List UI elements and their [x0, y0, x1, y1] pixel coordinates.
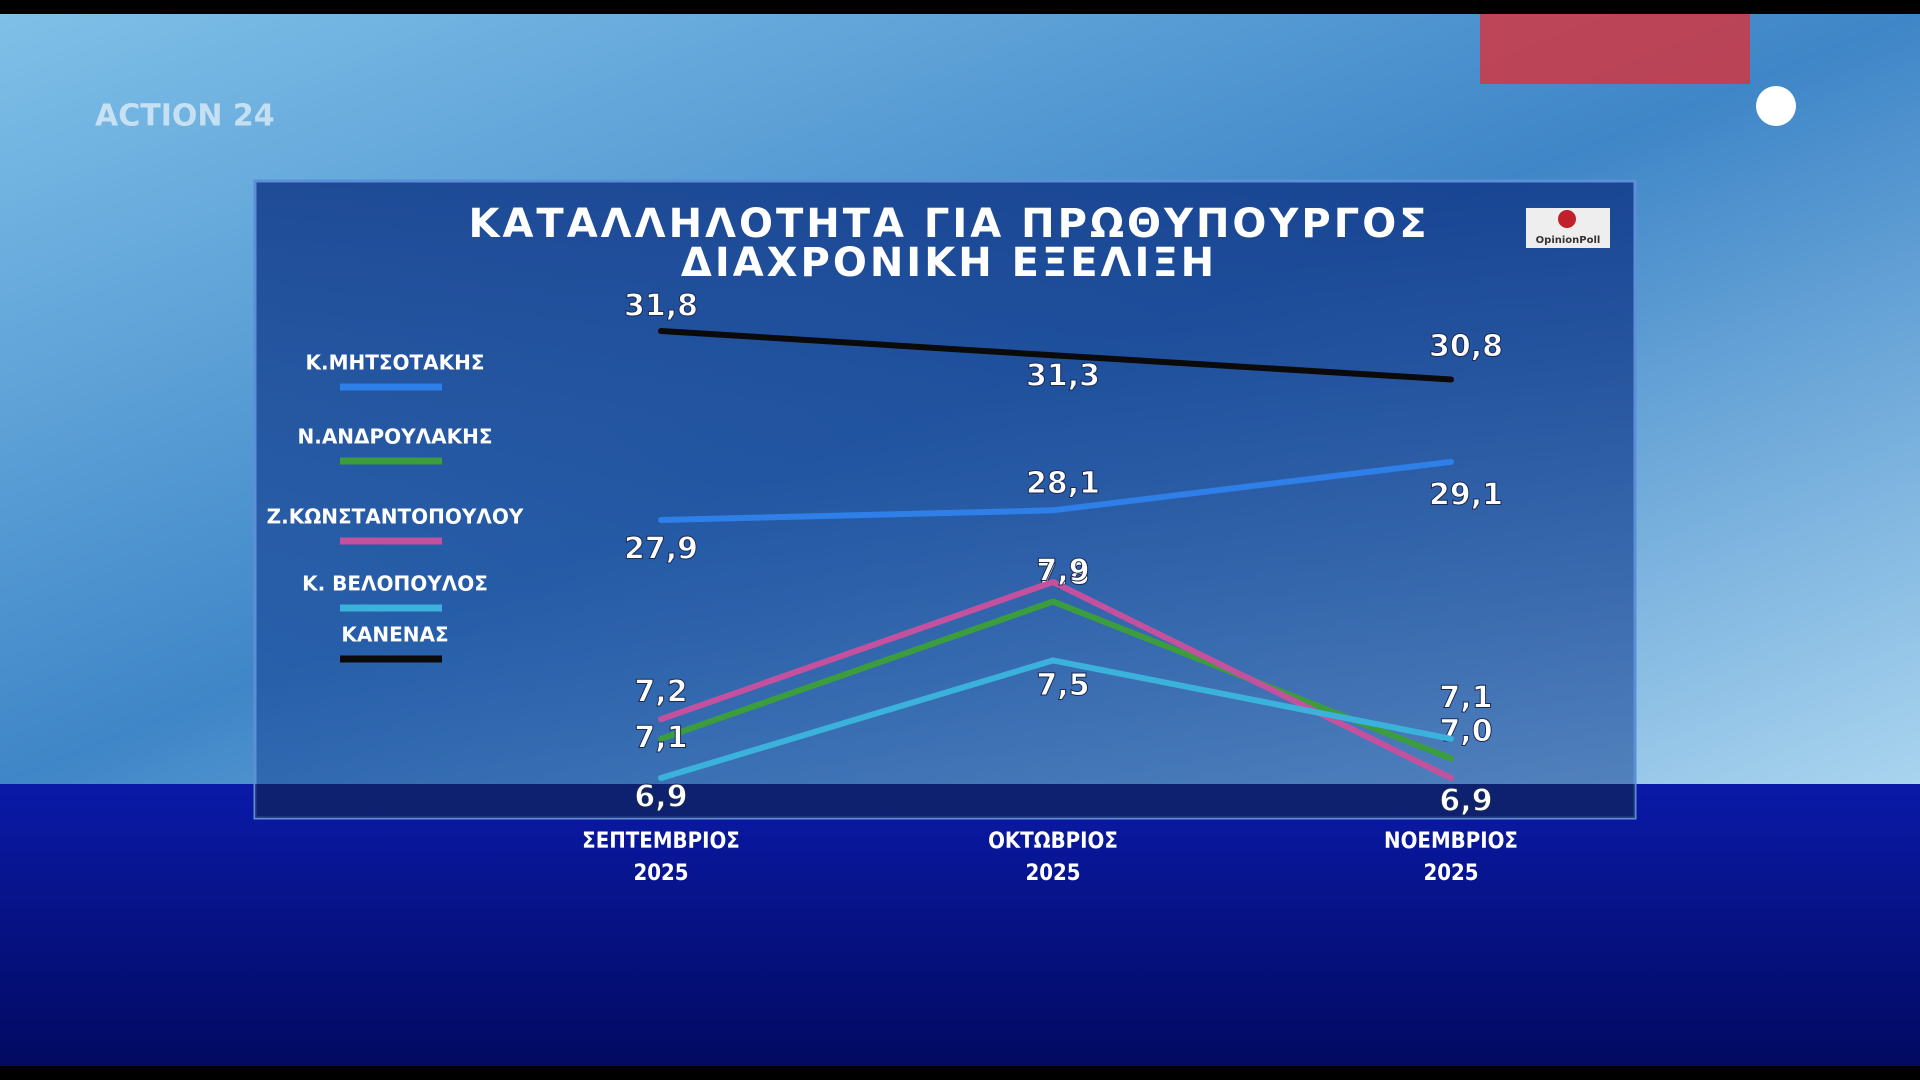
legend-label: Ν.ΑΝΔΡΟΥΛΑΚΗΣ — [297, 425, 492, 449]
source-logo-text: OpinionPoll — [1536, 235, 1601, 246]
data-label: 7,0 — [1439, 714, 1492, 749]
data-point — [658, 716, 664, 723]
panel — [253, 179, 1637, 820]
data-point — [658, 735, 664, 742]
data-label: 7,5 — [1036, 668, 1089, 703]
data-point — [1448, 755, 1454, 762]
data-point — [658, 328, 664, 334]
data-label: 7,1 — [634, 720, 687, 755]
data-point — [1050, 598, 1056, 605]
data-label: 6,9 — [1439, 784, 1492, 819]
data-point — [1050, 657, 1056, 664]
data-point — [1448, 775, 1454, 781]
data-point — [1050, 507, 1056, 514]
legend-label: ΚΑΝΕΝΑΣ — [341, 623, 448, 647]
data-label: 27,9 — [624, 532, 698, 567]
x-tick-label: ΣΕΠΤΕΜΒΡΙΟΣ 2025 — [582, 829, 740, 886]
chart-subtitle: ΔΙΑΧΡΟΝΙΚΗ ΕΞΕΛΙΞΗ — [681, 240, 1217, 286]
data-label: 29,1 — [1429, 477, 1503, 512]
data-label: 31,8 — [624, 289, 698, 324]
chart-title: ΚΑΤΑΛΛΗΛΟΤΗΤΑ ΓΙΑ ΠΡΩΘΥΠΟΥΡΓΟΣ — [468, 201, 1429, 247]
channel-logo: ACTION 24 — [95, 99, 275, 134]
legend-label: Ζ.ΚΩΝΣΤΑΝΤΟΠΟΥΛΟΥ — [267, 505, 524, 529]
data-label: 28,1 — [1026, 466, 1100, 501]
data-point — [1448, 376, 1454, 383]
x-tick-label: ΟΚΤΩΒΡΙΟΣ 2025 — [988, 829, 1118, 886]
data-point — [1448, 458, 1454, 465]
data-point — [1448, 735, 1454, 742]
data-point — [658, 517, 664, 523]
data-label: 7,9 — [1036, 554, 1089, 589]
data-label: 7,1 — [1439, 680, 1492, 715]
floor — [0, 784, 1920, 1066]
data-label: 6,9 — [634, 780, 687, 815]
data-label: 31,3 — [1026, 359, 1100, 394]
legend-label: Κ. ΒΕΛΟΠΟΥΛΟΣ — [302, 572, 488, 596]
x-tick-label: ΝΟΕΜΒΡΙΟΣ 2025 — [1384, 829, 1518, 886]
data-point — [1050, 352, 1056, 359]
data-label: 30,8 — [1429, 329, 1503, 364]
panel-base — [255, 784, 1635, 818]
data-label: 7,2 — [634, 675, 687, 710]
channel-badge — [1756, 86, 1796, 126]
source-logo-mark — [1558, 210, 1576, 228]
legend-label: Κ.ΜΗΤΣΟΤΑΚΗΣ — [305, 351, 484, 375]
background-shape — [1480, 14, 1750, 84]
data-point — [658, 775, 664, 781]
data-point — [1050, 579, 1056, 585]
